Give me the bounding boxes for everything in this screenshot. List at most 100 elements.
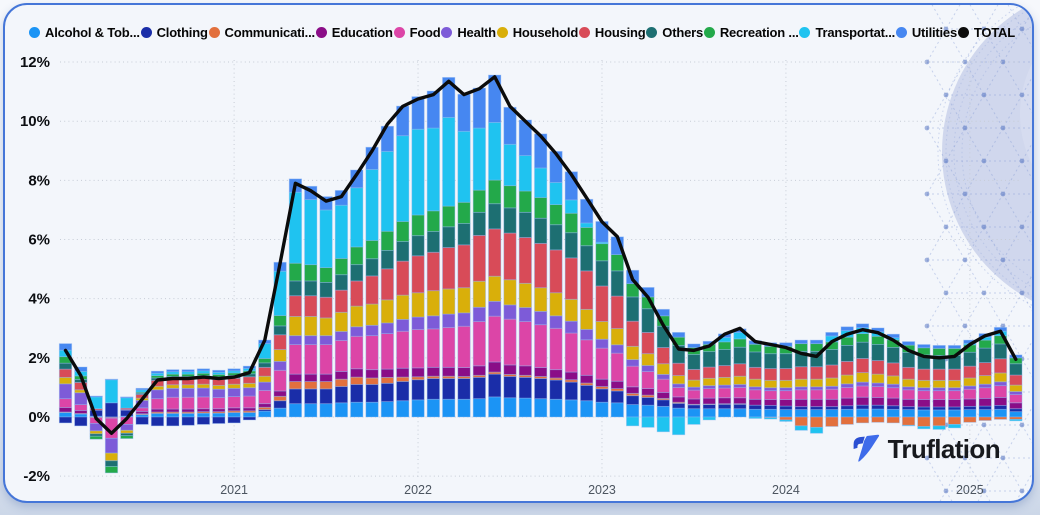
bar-segment[interactable] (442, 378, 456, 400)
bar-segment[interactable] (840, 345, 854, 362)
bar-segment[interactable] (472, 376, 486, 400)
bar-segment[interactable] (380, 299, 394, 324)
bar-segment[interactable] (595, 401, 609, 418)
bar-segment[interactable] (947, 423, 962, 429)
bar-segment[interactable] (58, 407, 73, 413)
legend-item[interactable]: Food (393, 25, 441, 40)
bar-segment[interactable] (380, 382, 394, 403)
bar-segment[interactable] (304, 381, 318, 390)
bar-segment[interactable] (104, 452, 119, 462)
bar-segment[interactable] (319, 335, 333, 345)
bar-segment[interactable] (365, 169, 379, 241)
bar-segment[interactable] (304, 199, 318, 266)
bar-segment[interactable] (641, 365, 655, 372)
bar-segment[interactable] (564, 199, 578, 214)
bar-segment[interactable] (917, 390, 931, 400)
bar-segment[interactable] (89, 435, 103, 440)
bar-segment[interactable] (978, 347, 992, 363)
bar-segment[interactable] (442, 77, 456, 118)
bar-segment[interactable] (595, 338, 609, 349)
bar-segment[interactable] (626, 365, 640, 388)
bar-segment[interactable] (993, 397, 1008, 406)
bar-segment[interactable] (273, 325, 287, 336)
legend-item[interactable]: Alcohol & Tob... (29, 25, 140, 40)
bar-segment[interactable] (396, 294, 410, 320)
bar-segment[interactable] (580, 374, 594, 384)
bar-segment[interactable] (871, 360, 885, 375)
bar-segment[interactable] (488, 396, 502, 418)
bar-segment[interactable] (963, 398, 977, 407)
bar-segment[interactable] (748, 416, 762, 419)
bar-segment[interactable] (380, 376, 394, 384)
bar-segment[interactable] (319, 296, 333, 319)
bar-segment[interactable] (227, 368, 241, 372)
bar-segment[interactable] (442, 326, 456, 368)
bar-segment[interactable] (350, 368, 364, 378)
bar-segment[interactable] (595, 285, 609, 322)
bar-segment[interactable] (871, 382, 885, 387)
bar-segment[interactable] (809, 366, 824, 380)
bar-segment[interactable] (641, 397, 655, 406)
bar-segment[interactable] (672, 407, 686, 418)
bar-segment[interactable] (763, 353, 778, 369)
bar-segment[interactable] (580, 400, 594, 418)
stacked-bars[interactable] (58, 74, 1023, 474)
bar-segment[interactable] (733, 403, 747, 410)
bar-segment[interactable] (886, 397, 900, 407)
bar-segment[interactable] (932, 387, 946, 392)
bar-segment[interactable] (610, 390, 624, 404)
bar-segment[interactable] (58, 368, 73, 378)
bar-segment[interactable] (334, 289, 349, 313)
bar-segment[interactable] (825, 364, 839, 379)
bar-segment[interactable] (564, 371, 578, 381)
bar-segment[interactable] (411, 255, 425, 294)
bar-segment[interactable] (227, 412, 241, 418)
bar-segment[interactable] (993, 405, 1008, 410)
bar-segment[interactable] (932, 345, 946, 349)
bar-segment[interactable] (580, 329, 594, 341)
bar-segment[interactable] (932, 379, 946, 389)
bar-segment[interactable] (534, 287, 548, 312)
bar-segment[interactable] (472, 189, 486, 213)
bar-segment[interactable] (258, 358, 272, 364)
bar-segment[interactable] (763, 368, 778, 381)
bar-segment[interactable] (580, 226, 594, 247)
bar-segment[interactable] (978, 387, 992, 399)
bar-segment[interactable] (993, 385, 1008, 398)
bar-segment[interactable] (809, 409, 824, 418)
bar-segment[interactable] (365, 275, 379, 305)
bar-segment[interactable] (656, 399, 670, 407)
bar-segment[interactable] (580, 384, 594, 402)
bar-segment[interactable] (809, 378, 824, 388)
bar-segment[interactable] (365, 377, 379, 385)
bar-segment[interactable] (472, 211, 486, 236)
bar-segment[interactable] (809, 339, 824, 345)
bar-segment[interactable] (442, 247, 456, 290)
bar-segment[interactable] (411, 214, 425, 237)
bar-segment[interactable] (426, 251, 440, 292)
bar-segment[interactable] (718, 365, 732, 378)
bar-segment[interactable] (288, 280, 303, 297)
bar-segment[interactable] (855, 372, 870, 383)
bar-segment[interactable] (273, 395, 287, 402)
bar-segment[interactable] (1009, 384, 1023, 392)
bar-segment[interactable] (457, 130, 471, 203)
bar-segment[interactable] (718, 387, 732, 399)
bar-segment[interactable] (242, 407, 257, 412)
bar-segment[interactable] (932, 416, 946, 427)
bar-segment[interactable] (212, 408, 226, 413)
bar-segment[interactable] (794, 425, 808, 431)
bar-segment[interactable] (779, 405, 793, 411)
bar-segment[interactable] (947, 379, 962, 389)
bar-segment[interactable] (350, 326, 364, 337)
bar-segment[interactable] (74, 416, 88, 427)
bar-segment[interactable] (564, 257, 578, 300)
bar-segment[interactable] (534, 310, 548, 326)
bar-segment[interactable] (855, 416, 870, 424)
bar-segment[interactable] (104, 402, 119, 418)
bar-segment[interactable] (641, 332, 655, 355)
bar-segment[interactable] (687, 379, 701, 388)
bar-segment[interactable] (794, 386, 808, 391)
bar-segment[interactable] (779, 390, 793, 400)
bar-segment[interactable] (702, 377, 716, 387)
